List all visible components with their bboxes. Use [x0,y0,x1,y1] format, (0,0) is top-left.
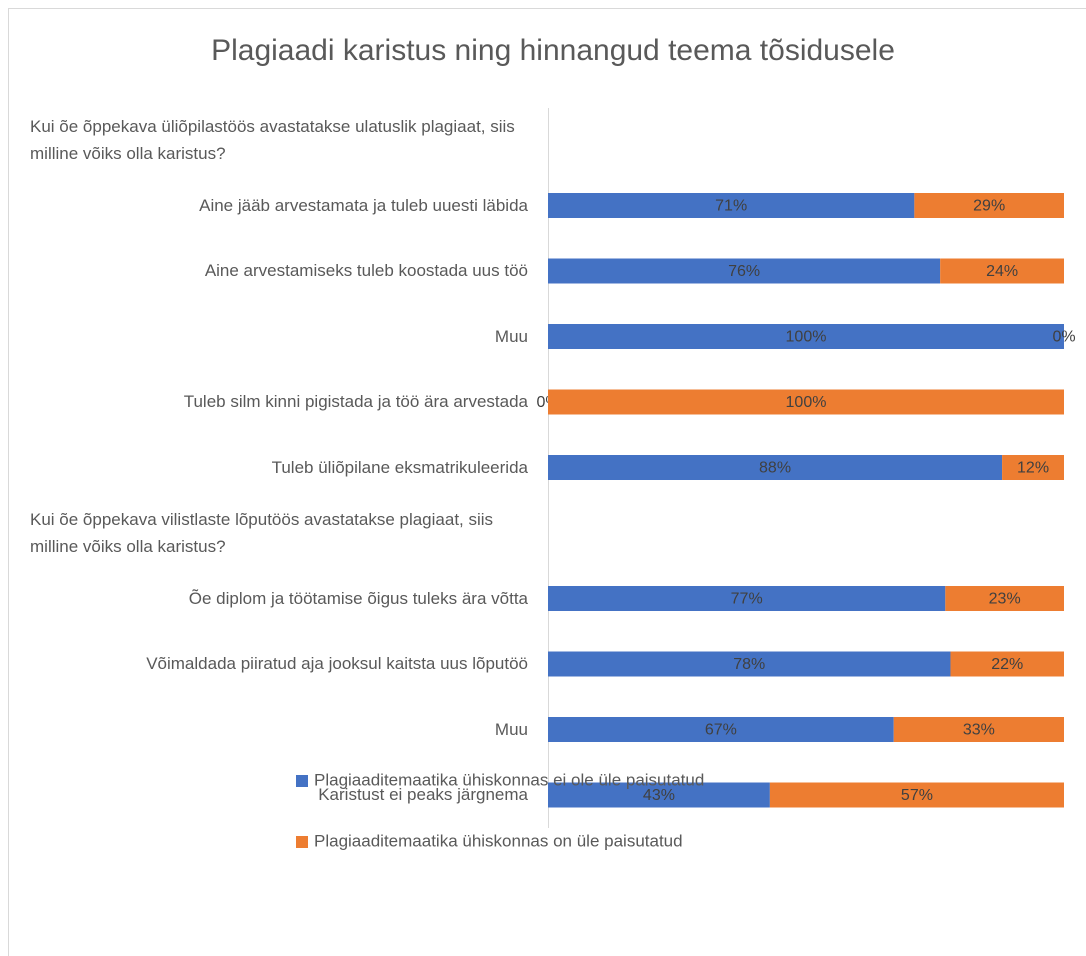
data-label: 29% [973,198,1005,215]
data-label: 71% [715,198,747,215]
bar-segment [548,455,1003,480]
bar-segment [548,258,941,284]
category-label: Karistust ei peaks järgnema [318,785,528,804]
legend-label: Plagiaaditemaatika ühiskonnas ei ole üle… [314,770,704,789]
data-label: 77% [731,591,763,608]
bar-segment [950,651,1064,677]
data-label: 0% [1052,329,1075,346]
bar-segment [914,193,1064,218]
bar-segment [548,717,894,742]
category-label: Õe diplom ja töötamise õigus tuleks ära … [188,588,528,608]
data-label: 24% [986,263,1018,280]
legend-swatch [296,836,308,848]
data-label: 100% [786,394,827,411]
chart-title: Plagiaadi karistus ning hinnangud teema … [211,34,895,67]
category-label: Kui õe õppekava üliõpilastöös avastataks… [30,117,515,163]
bar-segment [548,586,946,611]
data-label: 33% [963,722,995,739]
category-label: Aine jääb arvestamata ja tuleb uuesti lä… [199,195,528,215]
data-label: 78% [733,656,765,673]
bar-segment [893,717,1064,742]
legend-label: Plagiaaditemaatika ühiskonnas on üle pai… [314,831,683,850]
data-label: 22% [991,656,1023,673]
bar-segment [769,782,1064,808]
legend-swatch [296,775,308,787]
bar-segment [548,651,951,677]
category-label: Tuleb üliõpilane eksmatrikuleerida [271,457,528,477]
bar-segment [548,782,770,808]
data-label: 100% [786,329,827,346]
data-label: 67% [705,722,737,739]
bar-segment [945,586,1064,611]
data-label: 76% [728,263,760,280]
category-label: Kui õe õppekava vilistlaste lõputöös ava… [30,510,494,556]
bar-segment [1002,455,1064,480]
data-label: 88% [759,460,791,477]
category-label: Aine arvestamiseks tuleb koostada uus tö… [204,261,528,280]
data-label: 43% [643,787,675,804]
bar-segment [548,324,1064,349]
bar-segment [940,258,1064,284]
bar-segment [548,193,915,218]
data-label: 12% [1017,460,1049,477]
chart-border [8,8,1086,956]
category-label: Muu [494,719,528,739]
data-label: 57% [901,787,933,804]
category-label: Muu [494,326,528,346]
category-label: Võimaldada piiratud aja jooksul kaitsta … [146,654,528,673]
category-label: Tuleb silm kinni pigistada ja töö ära ar… [183,392,528,411]
data-label: 23% [989,591,1021,608]
bar-segment [548,389,1064,415]
